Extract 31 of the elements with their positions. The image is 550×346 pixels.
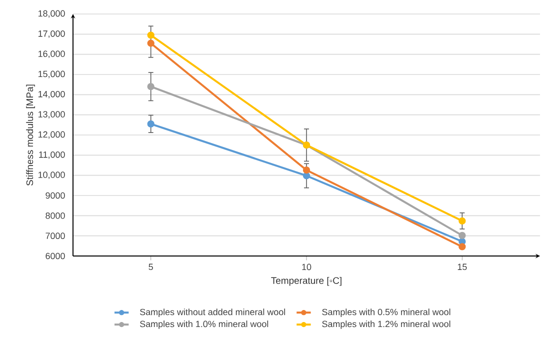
point bbox=[147, 40, 154, 47]
y-tick-label: 9000 bbox=[46, 192, 65, 199]
point bbox=[458, 243, 466, 250]
point bbox=[147, 83, 154, 90]
x-tick-label: 15 bbox=[458, 264, 467, 270]
y-axis-title: Stiffness modulus [MPa] bbox=[26, 84, 35, 186]
point bbox=[147, 32, 154, 39]
y-tick-label: 16,000 bbox=[38, 50, 65, 58]
y-tick-label: 11,000 bbox=[39, 151, 65, 159]
y-tick-label: 8000 bbox=[46, 212, 65, 219]
x-tick-label: 10 bbox=[302, 264, 312, 270]
y-tick-label: 12,000 bbox=[38, 131, 65, 139]
y-tick-label: 10,000 bbox=[38, 172, 65, 180]
point bbox=[147, 120, 154, 128]
legend-label: Samples without added mineral wool bbox=[140, 308, 286, 317]
y-tick-label: 13,000 bbox=[38, 111, 65, 119]
y-tick-label: 17,000 bbox=[38, 30, 65, 38]
point bbox=[458, 232, 466, 240]
x-tick-label: 5 bbox=[148, 264, 153, 270]
legend-label: Samples with 1.0% mineral wool bbox=[140, 320, 268, 329]
y-tick-label: 15,000 bbox=[38, 70, 65, 78]
legend-label: Samples with 1.2% mineral wool bbox=[322, 320, 450, 329]
y-tick-label: 6000 bbox=[46, 252, 65, 260]
y-tick-label: 14,000 bbox=[38, 90, 65, 98]
point bbox=[302, 172, 310, 180]
x-axis-title: Temperature [◦C] bbox=[271, 276, 342, 286]
y-tick-label: 7000 bbox=[46, 232, 65, 240]
y-tick-label: 18,000 bbox=[38, 10, 65, 18]
point bbox=[302, 166, 310, 174]
point bbox=[458, 217, 466, 224]
legend-label: Samples with 0.5% mineral wool bbox=[322, 308, 450, 317]
